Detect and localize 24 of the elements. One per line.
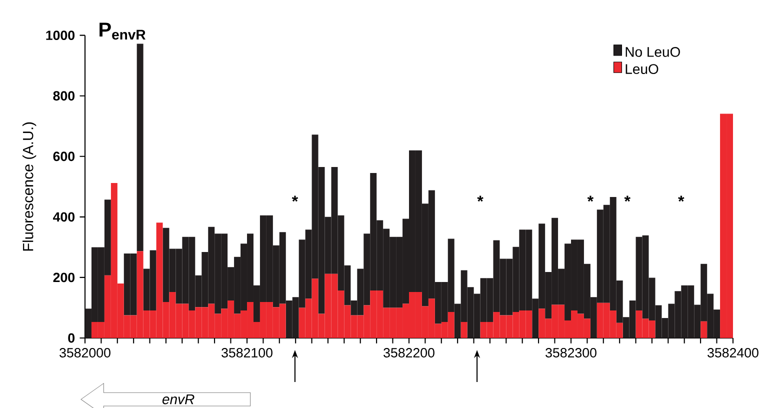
legend-label: No LeuO bbox=[626, 47, 680, 57]
bar bbox=[136, 44, 144, 252]
x-tick-label: 3582400 bbox=[708, 348, 758, 358]
y-tick-label: 800 bbox=[53, 91, 75, 101]
annotation: * bbox=[678, 196, 684, 202]
annotation: * bbox=[292, 196, 298, 202]
legend-label: LeuO bbox=[626, 64, 658, 74]
annotation: * bbox=[587, 196, 594, 202]
y-tick-label: 0 bbox=[68, 333, 75, 343]
x-tick-label: 3582200 bbox=[384, 348, 434, 358]
y-tick-label: 600 bbox=[53, 152, 75, 162]
x-tick-label: 3582300 bbox=[546, 348, 596, 358]
y-tick-label: 400 bbox=[53, 212, 75, 222]
x-tick-label: 3582000 bbox=[60, 348, 110, 358]
bar bbox=[700, 321, 708, 338]
annotation: * bbox=[624, 196, 630, 202]
y-axis-title: Fluorescence (A.U.) bbox=[22, 122, 36, 251]
text: envR bbox=[162, 394, 194, 404]
bar bbox=[460, 322, 468, 338]
annotation: * bbox=[477, 196, 484, 202]
y-tick-label: 1000 bbox=[46, 30, 75, 40]
y-tick-label: 200 bbox=[53, 272, 75, 282]
x-tick-label: 3582100 bbox=[222, 348, 272, 358]
chart-title: P$_{envR}$ bbox=[100, 22, 146, 40]
